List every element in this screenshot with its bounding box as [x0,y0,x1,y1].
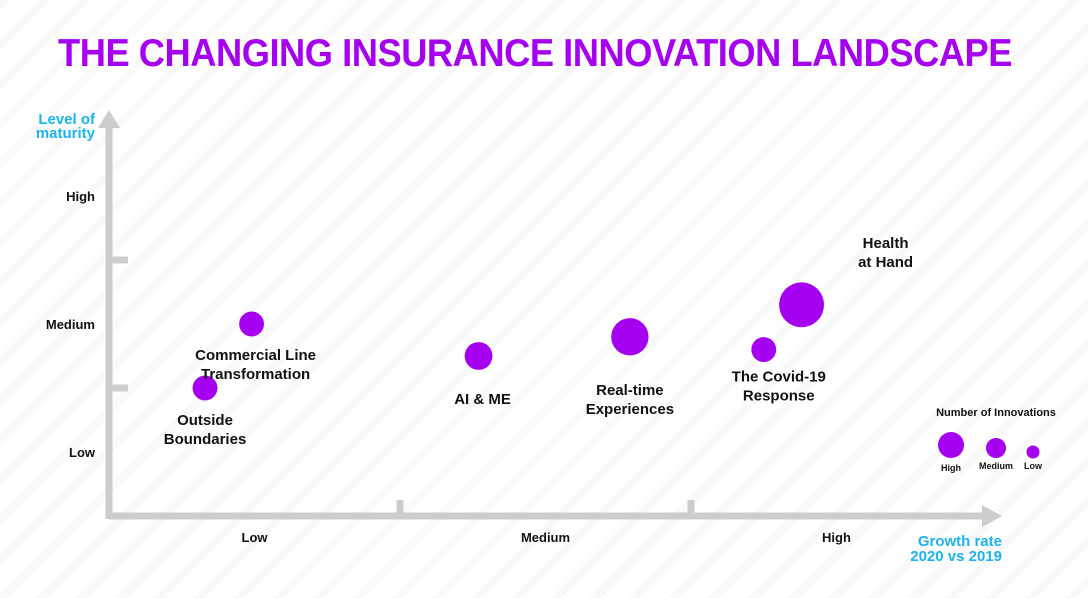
bubble-point [239,311,265,337]
bubble-label: Commercial Line Transformation [195,347,316,383]
x-tick-label: Medium [521,530,570,545]
y-tick-label: Medium [46,317,95,332]
y-tick-label: High [66,189,95,204]
bubble-label: Outside Boundaries [164,412,247,448]
legend-label: Low [1024,461,1043,471]
bubble-point [611,318,649,356]
legend-bubble [938,432,964,458]
chart-title: THE CHANGING INSURANCE INNOVATION LANDSC… [58,32,1012,75]
bubble-point [192,375,218,401]
bubble-point [464,342,493,370]
legend-title: Number of Innovations [936,407,1056,419]
x-axis-arrow [982,505,1002,527]
bubble-label: AI & ME [454,391,511,408]
legend-bubble [1026,445,1040,459]
legend-bubble [986,438,1006,458]
bubble-label: The Covid-19 Response [732,369,826,405]
x-axis-title: Growth rate 2020 vs 2019 [910,533,1002,565]
y-tick-label: Low [69,445,96,460]
bubble-point [779,282,825,328]
y-axis-arrow [98,110,120,128]
y-axis-title: Level of maturity [36,111,96,142]
bubble-label: Health at Hand [858,235,913,271]
x-tick-label: Low [242,530,269,545]
bubble-point [751,337,777,363]
bubble-label: Real-time Experiences [586,382,674,418]
legend-label: High [941,463,961,473]
legend-label: Medium [979,461,1013,471]
x-tick-label: High [822,530,851,545]
